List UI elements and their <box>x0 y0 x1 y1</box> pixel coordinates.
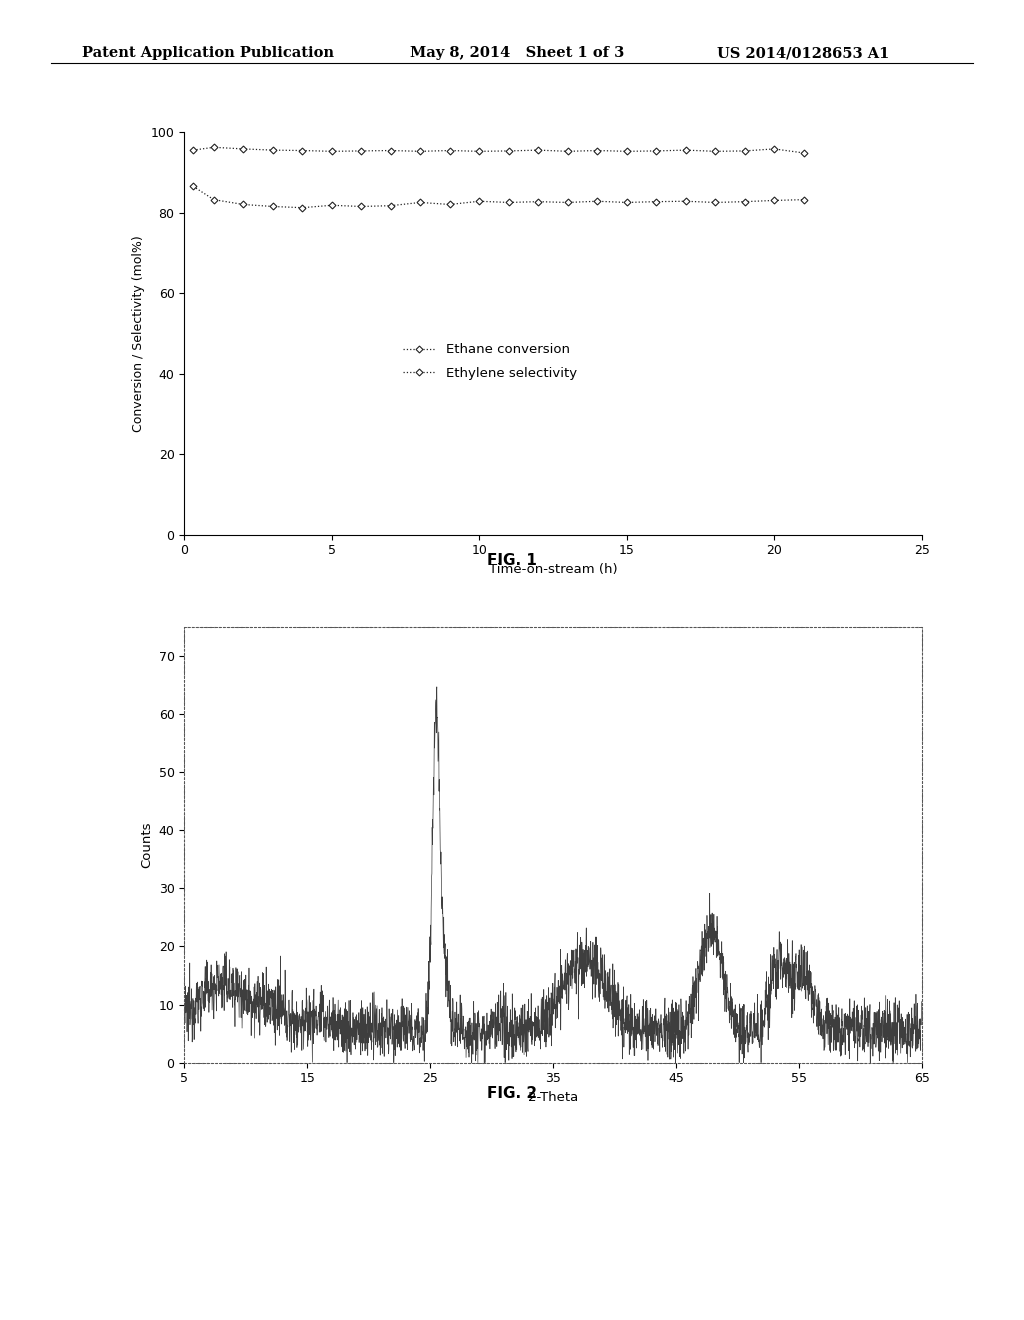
Ethane conversion <box>709 144 721 160</box>
Text: May 8, 2014   Sheet 1 of 3: May 8, 2014 Sheet 1 of 3 <box>410 46 624 61</box>
Ethane conversion <box>680 143 692 158</box>
Ethane conversion <box>650 143 663 158</box>
Ethylene selectivity <box>561 194 573 210</box>
Ethylene selectivity <box>798 191 810 207</box>
Ethane conversion <box>443 143 456 158</box>
Ethylene selectivity <box>621 194 633 210</box>
Ethylene selectivity <box>208 191 220 207</box>
Ethylene selectivity <box>238 197 250 213</box>
Text: FIG. 1: FIG. 1 <box>487 553 537 568</box>
Ethylene selectivity <box>738 194 751 210</box>
Ethane conversion <box>208 140 220 156</box>
Ethylene selectivity <box>591 193 603 209</box>
X-axis label: 2-Theta: 2-Theta <box>527 1090 579 1104</box>
X-axis label: Time-on-stream (h): Time-on-stream (h) <box>488 562 617 576</box>
Ethylene selectivity <box>680 193 692 209</box>
Ethylene selectivity <box>326 198 338 214</box>
Ethylene selectivity <box>385 198 397 214</box>
Ethylene selectivity <box>355 198 368 214</box>
Ethane conversion <box>532 143 545 158</box>
Ethane conversion <box>296 143 308 158</box>
Line: Ethylene selectivity: Ethylene selectivity <box>190 183 806 210</box>
Ethane conversion <box>187 143 200 158</box>
Ethylene selectivity <box>503 194 515 210</box>
Ethane conversion <box>238 141 250 157</box>
Ethylene selectivity <box>443 197 456 213</box>
Ethylene selectivity <box>414 194 426 210</box>
Line: Ethane conversion: Ethane conversion <box>190 145 806 156</box>
Ethane conversion <box>473 144 485 160</box>
Text: FIG. 2: FIG. 2 <box>487 1086 537 1101</box>
Ethane conversion <box>738 143 751 158</box>
Legend: Ethane conversion, Ethylene selectivity: Ethane conversion, Ethylene selectivity <box>397 338 583 385</box>
Ethane conversion <box>798 145 810 161</box>
Ethane conversion <box>503 143 515 158</box>
Ethylene selectivity <box>473 193 485 209</box>
Text: Patent Application Publication: Patent Application Publication <box>82 46 334 61</box>
Ethylene selectivity <box>296 199 308 215</box>
Ethylene selectivity <box>650 194 663 210</box>
Ethylene selectivity <box>266 198 279 214</box>
Ethane conversion <box>385 143 397 158</box>
Ethane conversion <box>266 143 279 158</box>
Text: US 2014/0128653 A1: US 2014/0128653 A1 <box>717 46 889 61</box>
Ethylene selectivity <box>532 194 545 210</box>
Ethylene selectivity <box>187 178 200 194</box>
Ethane conversion <box>355 143 368 158</box>
Y-axis label: Counts: Counts <box>140 821 153 869</box>
Y-axis label: Conversion / Selectivity (mol%): Conversion / Selectivity (mol%) <box>132 235 145 432</box>
Ethane conversion <box>621 144 633 160</box>
Ethylene selectivity <box>709 194 721 210</box>
Ethane conversion <box>326 144 338 160</box>
Ethane conversion <box>768 141 780 157</box>
Ethane conversion <box>414 144 426 160</box>
Ethane conversion <box>591 143 603 158</box>
Ethane conversion <box>561 144 573 160</box>
Ethylene selectivity <box>768 193 780 209</box>
